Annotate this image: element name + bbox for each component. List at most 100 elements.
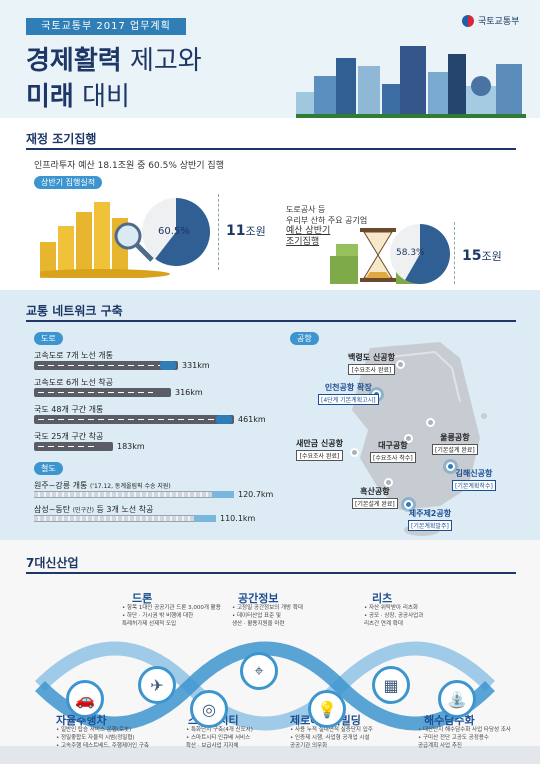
airport-label: 대구공항 [수요조사 착수]: [370, 440, 416, 463]
amount-number: 11: [226, 223, 246, 239]
industry-name: 리츠: [372, 592, 393, 605]
airport-label: 새만금 신공항 [수요조사 완료]: [296, 438, 343, 461]
pie2-percent-label: 58.3%: [396, 248, 425, 258]
section-title: 재정 조기집행: [26, 132, 97, 146]
airport-marker: [404, 500, 413, 509]
amount-unit: 조원: [245, 225, 266, 238]
title-light-2: 대비: [73, 82, 130, 112]
road-km: 316km: [175, 388, 203, 397]
car-icon: [160, 361, 176, 370]
airport-name: 울릉공항: [440, 433, 470, 442]
pie-percent-label: 60.5%: [158, 226, 190, 237]
section-title: 교통 네트워크 구축: [26, 304, 123, 318]
gold-coins-illustration: [40, 202, 170, 278]
car-icon: [153, 388, 169, 397]
airport-marker: [384, 478, 393, 487]
road-km: 461km: [238, 415, 266, 424]
industry-desc-line: • 구미산 전단 고공도 공정용수: [418, 735, 489, 741]
industry-desc-line: • 대산단지 해수담수화 사업 타당성 조사: [418, 727, 511, 733]
ministry-logo: 국토교통부: [462, 14, 519, 27]
industry-desc-line: • 특화단지 구축(4개 신도시): [186, 727, 253, 733]
pie-58-3-percent: [390, 224, 450, 284]
industry-name: 공간정보: [238, 592, 279, 605]
section-fiscal-execution: 재정 조기집행 인프라투자 예산 18.1조원 중 60.5% 상반기 집행 상…: [0, 118, 540, 290]
ministry-name: 국토교통부: [478, 17, 520, 27]
pill-rail: 철도: [34, 462, 63, 475]
rail-km: 120.7km: [238, 490, 274, 499]
airport-label: 백령도 신공항 [수요조사 완료]: [348, 352, 395, 375]
road-label: 국도 48개 구간 개통: [34, 405, 104, 414]
building-icon: ▦: [372, 666, 410, 704]
industry-desc-line: 생산 · 활용지원을 마련: [232, 621, 285, 627]
pill-road: 도로: [34, 332, 63, 345]
airport-marker: [446, 462, 455, 471]
amount-15-trillion: 15조원: [462, 248, 502, 264]
caption-line1: 도로공사 등: [286, 205, 326, 214]
airport-marker: [350, 448, 359, 457]
car-icon: [216, 415, 232, 424]
industry-desc-line: • 인증제 시행, 사업형 공개업 시설: [290, 735, 370, 741]
faucet-icon: ⛲: [438, 680, 476, 718]
airport-status: [기본계획착수]: [452, 480, 496, 491]
industry-desc-line: • 고정밀 공간정보의 개방 확대: [232, 605, 303, 611]
road-bar: [34, 442, 113, 451]
airport-label: 울릉공항 [기본설계 완료]: [432, 432, 478, 455]
rail-track: [34, 491, 234, 498]
rail-label: 삼성~동탄 (민구간) 등 3개 노선 착공: [34, 504, 153, 515]
industry-desc-line: 특례허가제 선제적 도입: [122, 621, 177, 627]
airport-marker: [426, 418, 435, 427]
airport-name: 흑산공항: [360, 487, 390, 496]
airport-status: [4단계 기본계획고시]: [318, 394, 379, 405]
city-skyline-illustration: [296, 46, 526, 118]
caption-line3: 예산 상반기: [286, 226, 331, 236]
rail-name-2: 등 3개 노선 착공: [96, 505, 154, 514]
airport-label: 제주제2공항 [기본계획발주]: [408, 508, 452, 531]
rail-note: ('17.12, 동계올림픽 수송 지원): [89, 483, 171, 490]
industry-desc-line: • 사용 누적 절대면적 실증단지 입주: [290, 727, 373, 733]
industry-desc-line: • 하단 · 가시권 밖 비행에 대한: [122, 613, 194, 619]
industry-desc-line: 리츠간 연계 확대: [364, 621, 403, 627]
road-km: 183km: [117, 442, 145, 451]
industry-desc-line: • 스마트시티 인큐베 서비스: [186, 735, 251, 741]
title-bold-2: 미래: [26, 82, 74, 112]
industry-desc-line: 공공기관 의무화: [290, 743, 328, 749]
airport-status: [기본계획발주]: [408, 520, 452, 531]
section-transport-network: 교통 네트워크 구축 도로 고속도로 7개 노선 개통 331km 고속도로 6개 …: [0, 290, 540, 540]
section-seven-industries: 7대신산업 드론 • 항목 1대인 공공기관 드론 3,000개 활용 • 하단 ·…: [0, 540, 540, 764]
airport-status: [수요조사 착수]: [370, 452, 416, 463]
airport-name: 대구공항: [378, 441, 408, 450]
airport-marker: [396, 360, 405, 369]
plan-badge: 국토교통부 2017 업무계획: [26, 18, 186, 35]
industry-desc-line: • 공모 · 상장, 공공사업과: [364, 613, 424, 619]
car-icon: [95, 442, 111, 451]
airport-label: 흑산공항 [기본설계 완료]: [352, 486, 398, 509]
airport-status: [기본설계 완료]: [352, 498, 398, 509]
car-icon: 🚗: [66, 680, 104, 718]
industry-desc: • 사용 누적 절대면적 실증단지 입주 • 인증제 시행, 사업형 공개업 시설…: [290, 726, 373, 750]
divider: [26, 320, 516, 322]
page-title-line1: 경제활력 제고와: [26, 40, 202, 77]
airport-name: 김해신공항: [455, 469, 493, 478]
road-label: 국도 25개 구간 착공: [34, 432, 104, 441]
airport-label: 김해신공항 [기본계획착수]: [452, 468, 496, 491]
airport-name: 제주제2공항: [408, 509, 452, 518]
title-bold-1: 경제활력: [26, 46, 122, 76]
industry-desc-line: • 일반인 탑승 서비스 운행(로봇): [56, 727, 132, 733]
page-title-line2: 미래 대비: [26, 76, 130, 113]
public-corp-caption: 도로공사 등 우리부 산하 주요 공기업 예산 상반기 조기집행: [286, 204, 367, 248]
pie-60-5-percent: [142, 198, 210, 266]
map-pin-icon: ⌖: [240, 652, 278, 690]
camera-icon: ◎: [190, 690, 228, 728]
industry-desc: • 일반인 탑승 서비스 운행(로봇) • 정밀좋합도 자율적 시범(정밀협) • …: [56, 726, 149, 750]
airport-status: [수요조사 완료]: [348, 364, 395, 375]
road-label: 고속도로 7개 노선 개통: [34, 351, 113, 360]
airport-name: 백령도 신공항: [348, 353, 395, 362]
road-bar: [34, 361, 178, 370]
rail-name: 원주~강릉 개통: [34, 481, 88, 490]
rail-km: 110.1km: [220, 514, 256, 523]
industry-desc: • 특화단지 구축(4개 신도시) • 스마트시티 인큐베 서비스 확산 · 보급…: [186, 726, 253, 750]
dimension-line-2: [454, 222, 455, 284]
title-light-1: 제고와: [121, 46, 202, 76]
industry-desc-line: • 데이터산업 표준 및: [232, 613, 281, 619]
rail-name: 삼성~동탄: [34, 505, 71, 514]
